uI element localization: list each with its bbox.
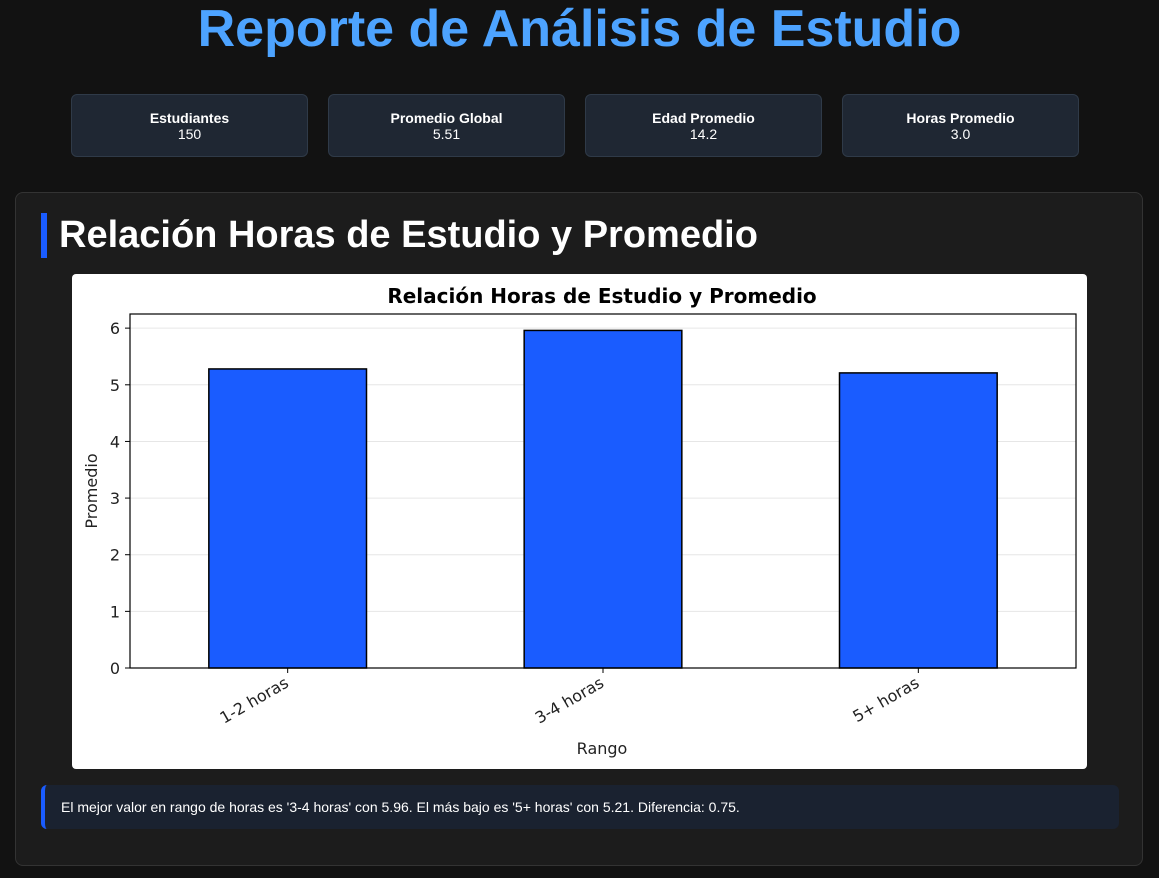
x-tick-label: 5+ horas bbox=[849, 673, 922, 726]
x-axis-ticks: 1-2 horas 3-4 horas 5+ horas bbox=[216, 668, 922, 727]
stat-card-average-hours: Horas Promedio 3.0 bbox=[842, 94, 1079, 157]
y-tick-label: 0 bbox=[110, 659, 120, 678]
chart-title: Relación Horas de Estudio y Promedio bbox=[387, 284, 816, 308]
stat-value: 150 bbox=[177, 126, 202, 142]
stat-label: Horas Promedio bbox=[906, 110, 1015, 126]
y-tick-label: 1 bbox=[110, 602, 120, 621]
section-title: Relación Horas de Estudio y Promedio bbox=[41, 213, 758, 258]
x-tick-label: 1-2 horas bbox=[216, 673, 291, 727]
stat-card-average-age: Edad Promedio 14.2 bbox=[585, 94, 822, 157]
stats-row: Estudiantes 150 Promedio Global 5.51 Eda… bbox=[71, 94, 1079, 157]
stat-card-students: Estudiantes 150 bbox=[71, 94, 308, 157]
stat-label: Promedio Global bbox=[390, 110, 503, 126]
stat-value: 3.0 bbox=[950, 126, 971, 142]
chart-panel: Relación Horas de Estudio y Promedio Rel… bbox=[15, 192, 1143, 866]
bar-1-2-horas bbox=[208, 368, 368, 669]
bar-chart: Relación Horas de Estudio y Promedio 0 1 2… bbox=[82, 284, 1077, 758]
x-tick-label: 3-4 horas bbox=[532, 673, 607, 727]
stat-label: Edad Promedio bbox=[652, 110, 755, 126]
y-axis-ticks: 0 1 2 3 4 5 6 bbox=[110, 319, 130, 678]
bar-5-horas bbox=[838, 372, 998, 669]
bar-3-4-horas bbox=[523, 329, 683, 669]
x-axis-label: Rango bbox=[577, 739, 628, 758]
stat-card-global-average: Promedio Global 5.51 bbox=[328, 94, 565, 157]
stat-value: 14.2 bbox=[689, 126, 718, 142]
chart-frame: Relación Horas de Estudio y Promedio 0 1 2… bbox=[72, 274, 1087, 769]
insight-note: El mejor valor en rango de horas es '3-4… bbox=[41, 785, 1119, 829]
bars bbox=[208, 329, 998, 669]
y-tick-label: 6 bbox=[110, 319, 120, 338]
stat-label: Estudiantes bbox=[149, 110, 230, 126]
y-tick-label: 3 bbox=[110, 489, 120, 508]
stat-value: 5.51 bbox=[432, 126, 461, 142]
y-axis-label: Promedio bbox=[82, 453, 101, 528]
y-tick-label: 2 bbox=[110, 546, 120, 565]
y-tick-label: 4 bbox=[110, 432, 120, 451]
y-tick-label: 5 bbox=[110, 376, 120, 395]
page-title: Reporte de Análisis de Estudio bbox=[197, 0, 962, 58]
